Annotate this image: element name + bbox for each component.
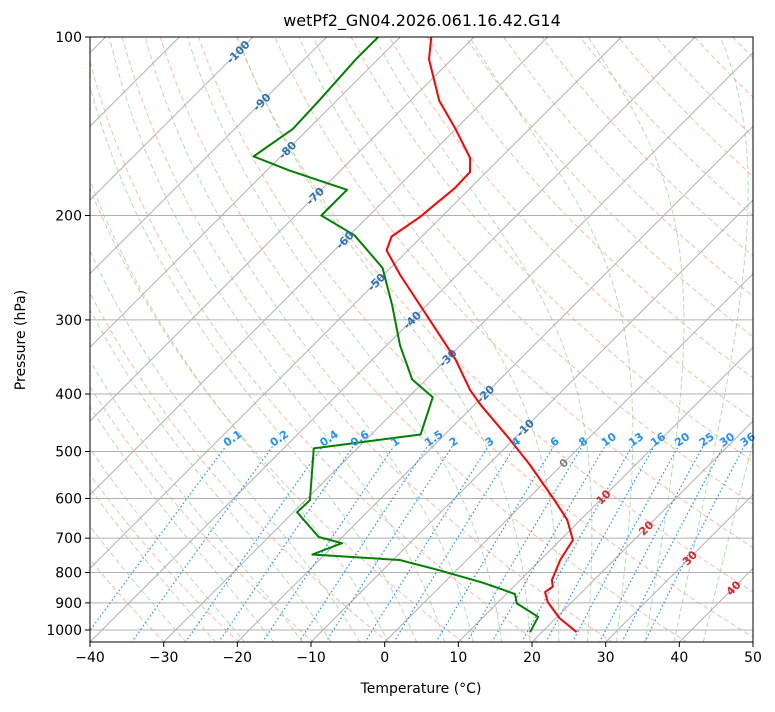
y-tick-label: 400 bbox=[55, 387, 82, 403]
y-tick-label: 800 bbox=[55, 566, 82, 582]
x-tick-label: 0 bbox=[380, 650, 389, 666]
moist-adiabat bbox=[5, 37, 332, 643]
background-lines bbox=[0, 37, 775, 643]
temperature-line bbox=[387, 37, 577, 632]
x-tick-label: 30 bbox=[597, 650, 615, 666]
y-tick-label: 200 bbox=[55, 209, 82, 225]
moist-adiabat bbox=[109, 37, 445, 643]
dry-adiabat bbox=[275, 37, 775, 643]
isotherm-label: -80 bbox=[276, 138, 299, 161]
mixing-ratio-label: 0.6 bbox=[348, 427, 372, 449]
mixing-ratio-label: 0.2 bbox=[268, 428, 291, 450]
mixing-ratio-label: 25 bbox=[697, 430, 717, 449]
moist-adiabat bbox=[0, 37, 303, 643]
y-tick-label: 1000 bbox=[46, 623, 82, 639]
isotherm-line bbox=[752, 37, 775, 643]
mixing-ratio-label: 20 bbox=[672, 430, 692, 450]
dry-adiabat bbox=[389, 37, 775, 643]
isotherm-line bbox=[0, 37, 400, 643]
dry-adiabat bbox=[0, 37, 239, 643]
moist-adiabat bbox=[0, 37, 216, 643]
moist-adiabat bbox=[674, 37, 748, 643]
dry-adiabat bbox=[8, 37, 389, 643]
y-tick-label: 300 bbox=[55, 313, 82, 329]
x-tick-label: 20 bbox=[523, 650, 541, 666]
isotherm-line bbox=[0, 37, 327, 643]
mixing-ratio-label: 10 bbox=[599, 430, 619, 450]
isotherm-line bbox=[458, 37, 775, 643]
mixing-ratio-line bbox=[81, 446, 226, 642]
x-axis-label: Temperature (°C) bbox=[360, 681, 482, 697]
mixing-ratio-line bbox=[262, 446, 394, 642]
y-tick-label: 100 bbox=[55, 30, 82, 46]
dry-adiabat bbox=[733, 37, 775, 643]
mixing-ratio-label: 0.1 bbox=[221, 428, 244, 450]
isotherm-line bbox=[531, 37, 775, 643]
x-tick-label: 50 bbox=[744, 650, 762, 666]
dry-adiabat bbox=[160, 37, 687, 643]
mixing-ratio-line bbox=[436, 446, 554, 642]
x-tick-label: −20 bbox=[223, 650, 253, 666]
moist-adiabat bbox=[470, 37, 633, 643]
chart-title: wetPf2_GN04.2026.061.16.42.G14 bbox=[283, 11, 561, 31]
moist-adiabat bbox=[51, 37, 388, 643]
dry-adiabat bbox=[427, 37, 775, 643]
x-tick-label: −40 bbox=[75, 650, 105, 666]
y-tick-label: 900 bbox=[55, 596, 82, 612]
moist-adiabat bbox=[78, 37, 416, 643]
profile-series bbox=[254, 37, 577, 632]
x-tick-label: 10 bbox=[449, 650, 467, 666]
dry-adiabat bbox=[695, 37, 775, 643]
x-tick-label: 40 bbox=[670, 650, 688, 666]
mixing-ratio-line bbox=[218, 446, 353, 642]
dry-adiabat bbox=[771, 37, 775, 643]
isotherm-line bbox=[0, 37, 253, 643]
mixing-ratio-line bbox=[394, 446, 515, 642]
mixing-ratio-label: 13 bbox=[626, 430, 646, 449]
x-tick-label: −30 bbox=[149, 650, 179, 666]
isotherm-line bbox=[89, 37, 695, 643]
dry-adiabat bbox=[84, 37, 538, 643]
dry-adiabat bbox=[351, 37, 775, 643]
mixing-ratio-label: 3 bbox=[483, 434, 497, 449]
mixing-ratio-label: 16 bbox=[648, 430, 668, 450]
isotherm-label: -100 bbox=[224, 38, 253, 67]
moist-adiabat bbox=[375, 37, 592, 643]
y-tick-label: 600 bbox=[55, 491, 82, 507]
mixing-ratio-label: 30 bbox=[717, 430, 737, 450]
mixing-ratio-label: 8 bbox=[576, 434, 590, 449]
dry-adiabat bbox=[0, 37, 314, 643]
isotherm-line bbox=[163, 37, 769, 643]
y-axis-label: Pressure (hPa) bbox=[13, 290, 29, 390]
y-tick-label: 500 bbox=[55, 444, 82, 460]
mixing-ratio-line bbox=[599, 446, 703, 642]
dry-adiabat bbox=[466, 37, 775, 643]
isotherm-label: 0 bbox=[557, 456, 572, 471]
dry-adiabat bbox=[656, 37, 775, 643]
mixing-ratio-label: 2 bbox=[447, 434, 461, 449]
moist-adiabat bbox=[703, 37, 775, 643]
dry-adiabat bbox=[313, 37, 775, 643]
y-tick-label: 700 bbox=[55, 531, 82, 547]
moist-adiabat bbox=[588, 37, 684, 643]
x-tick-label: −10 bbox=[296, 650, 326, 666]
mixing-ratio-label: 6 bbox=[548, 434, 562, 449]
mixing-ratio-line bbox=[365, 446, 489, 642]
mixing-ratio-label: 1.5 bbox=[422, 428, 445, 450]
mixing-ratio-line bbox=[185, 446, 322, 642]
mixing-ratio-line bbox=[546, 446, 655, 642]
mixing-ratio-line bbox=[326, 446, 453, 642]
